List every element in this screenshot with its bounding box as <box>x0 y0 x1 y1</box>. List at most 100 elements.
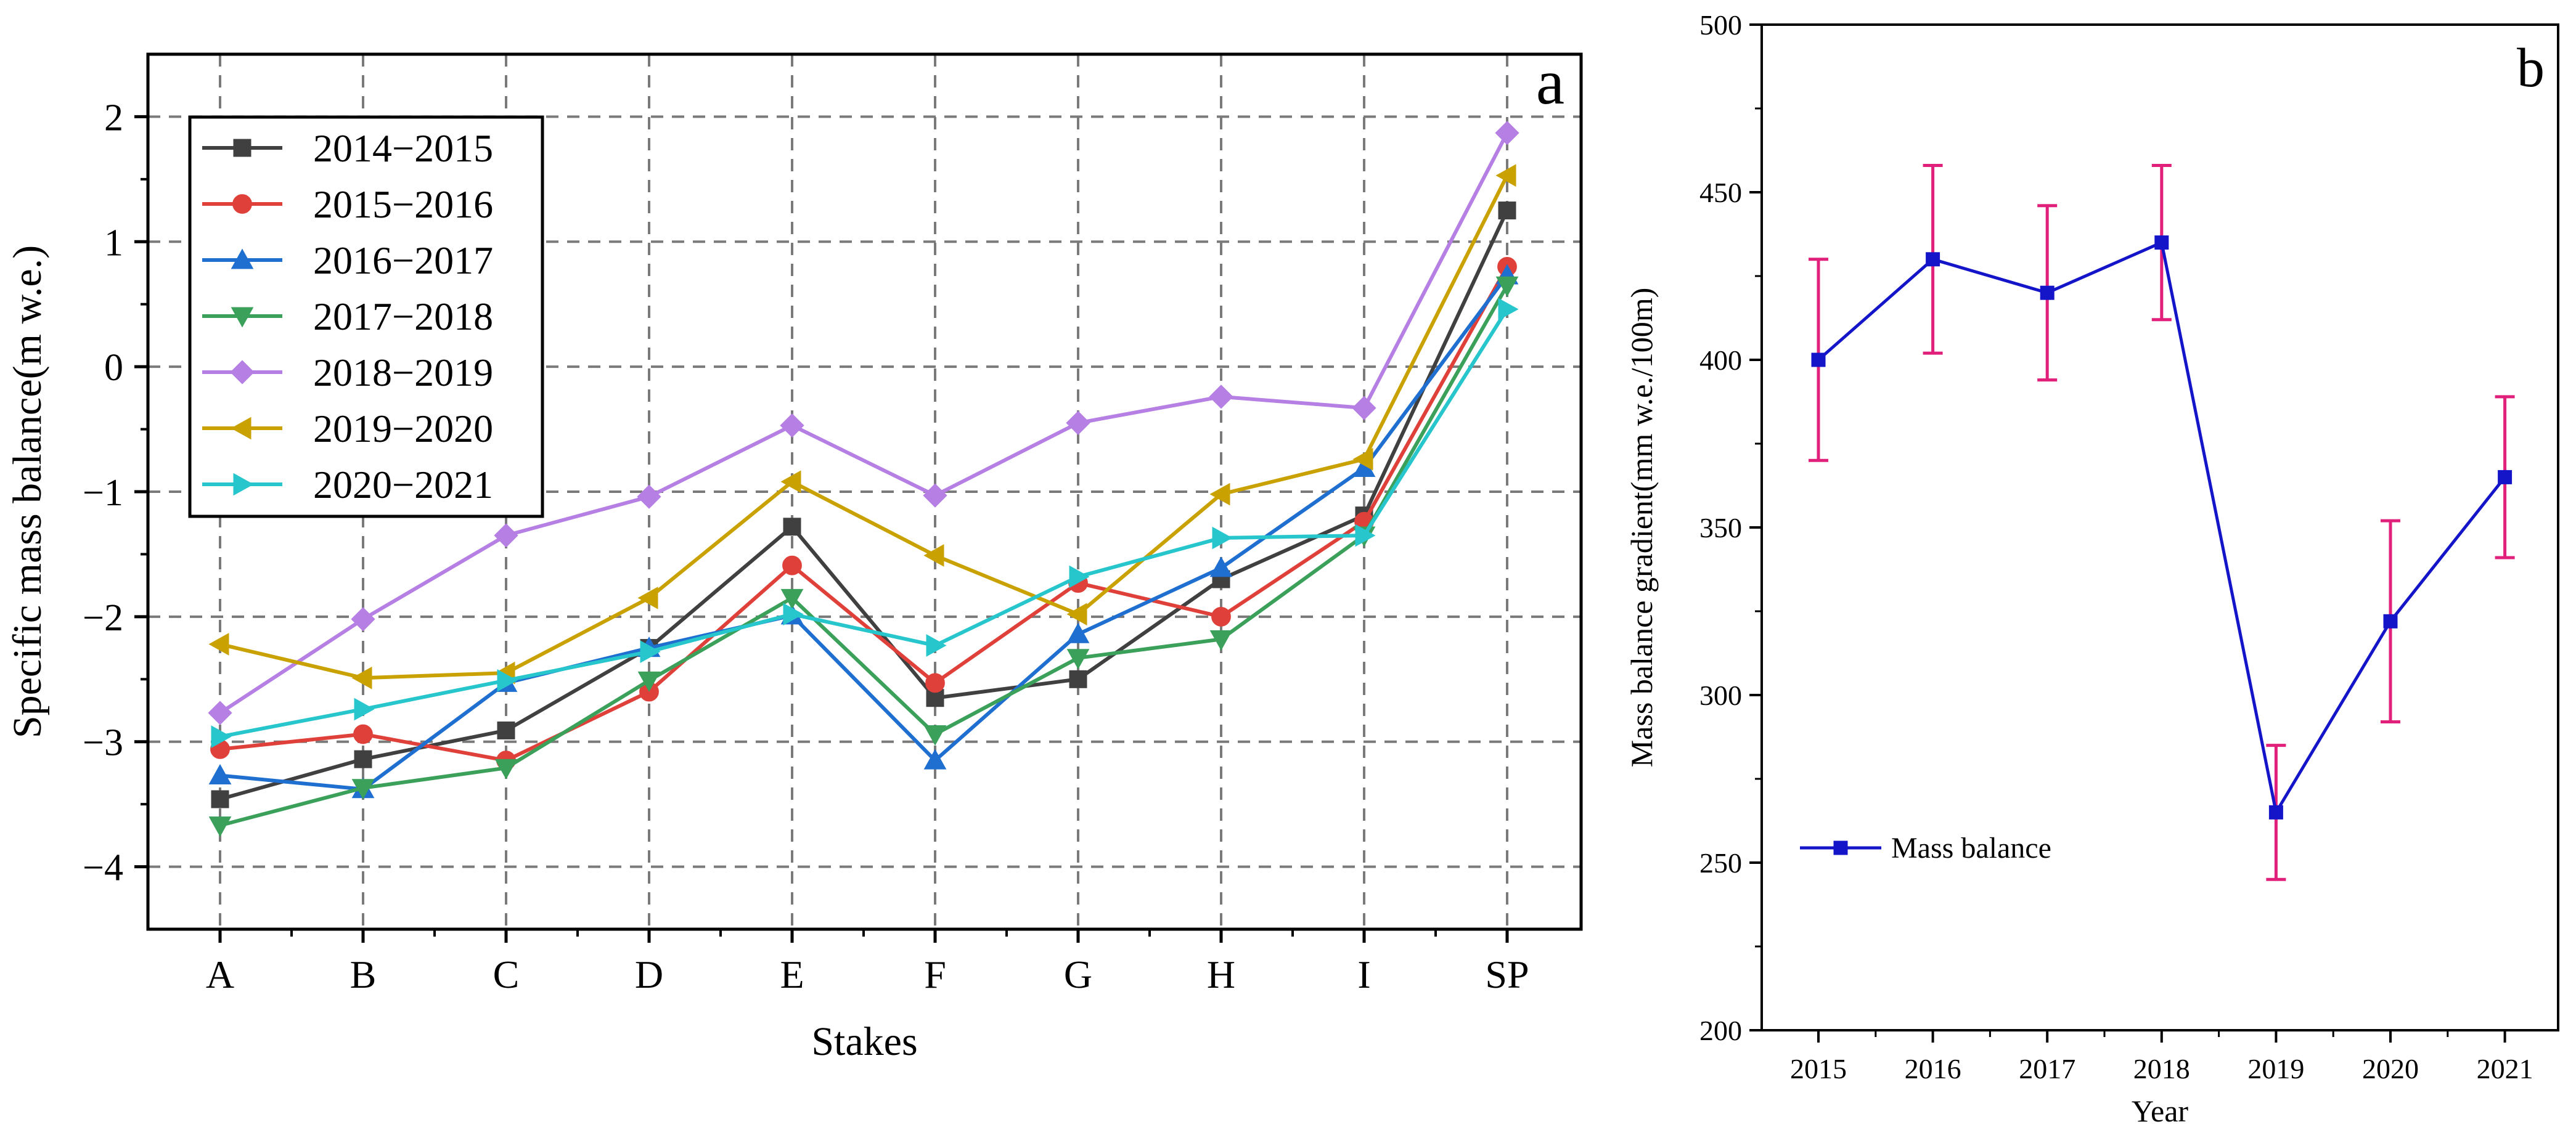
data-point <box>1066 603 1087 626</box>
legend-label: 2017−2018 <box>313 295 493 338</box>
data-point <box>780 413 804 438</box>
data-point <box>2040 285 2055 300</box>
data-point <box>1498 298 1519 321</box>
legend-label: 2015−2016 <box>313 182 493 226</box>
plot-frame <box>1760 23 2559 1031</box>
data-point <box>1211 606 1231 627</box>
x-tick-label: B <box>350 953 377 996</box>
legend-label: 2020−2021 <box>313 463 493 506</box>
legend-marker <box>231 417 251 440</box>
data-point <box>923 544 944 567</box>
x-tick-label: H <box>1207 953 1235 996</box>
data-point <box>1209 556 1233 577</box>
data-point <box>494 523 518 548</box>
data-point <box>351 666 372 690</box>
y-tick-label: 250 <box>1699 847 1742 879</box>
data-point <box>925 673 945 693</box>
y-axis-title: Specific mass balance(m w.e.) <box>5 245 50 738</box>
legend-label: 2016−2017 <box>313 238 493 282</box>
data-point <box>1495 276 1519 297</box>
y-tick-label: 350 <box>1699 512 1742 543</box>
data-point <box>2268 805 2283 820</box>
y-tick-label: −4 <box>83 847 123 889</box>
data-point <box>497 721 515 739</box>
x-axis-title: Stakes <box>811 1019 917 1064</box>
series-line <box>219 274 1509 791</box>
y-tick-label: 200 <box>1699 1015 1742 1046</box>
series-Mass balance <box>1809 163 2515 881</box>
series-line <box>219 132 1509 715</box>
legend-marker <box>1833 840 1848 855</box>
data-point <box>1355 524 1376 547</box>
series-line <box>219 174 1509 680</box>
data-point <box>1212 526 1233 550</box>
x-tick-label: G <box>1064 953 1092 996</box>
panel-a-chart: −4 −3 −2 −1 0 1 2 A B C D E F G H I SP Stakes Specific mas… <box>5 47 1583 1064</box>
series-2015−2016 <box>210 256 1517 771</box>
x-tick-label: 2019 <box>2247 1053 2304 1084</box>
panel-label: b <box>2517 38 2545 99</box>
data-point <box>1926 252 1940 267</box>
series-line <box>1817 241 2506 814</box>
data-point <box>1066 649 1090 670</box>
data-point <box>353 724 373 744</box>
y-tick-label: 450 <box>1699 177 1742 208</box>
y-tick-label: 400 <box>1699 344 1742 376</box>
data-point <box>1209 630 1233 651</box>
data-point <box>211 790 229 808</box>
data-point <box>637 671 661 692</box>
legend-marker <box>232 194 252 214</box>
data-point <box>1066 622 1090 643</box>
series-line <box>219 266 1509 763</box>
data-point <box>208 763 232 784</box>
series-line <box>219 210 1509 801</box>
data-point <box>354 698 375 721</box>
y-axis-title: Mass balance gradient(mm w.e./100m) <box>1624 288 1659 767</box>
data-point <box>351 779 375 800</box>
data-point <box>211 725 232 748</box>
x-tick-label: I <box>1357 953 1370 996</box>
series-2019−2020 <box>208 164 1516 690</box>
data-point <box>1209 384 1233 409</box>
legend-marker <box>233 473 254 496</box>
x-axis-title: Year <box>2132 1094 2188 1128</box>
data-point <box>208 816 232 837</box>
series-2018−2019 <box>208 121 1519 725</box>
data-point <box>926 634 947 657</box>
data-point <box>923 749 947 770</box>
series-line <box>219 308 1509 739</box>
data-point <box>1209 482 1230 506</box>
legend-marker <box>231 248 254 269</box>
data-point <box>640 640 661 664</box>
data-point <box>2154 235 2169 250</box>
data-point <box>1495 164 1516 187</box>
data-point <box>780 588 804 609</box>
x-tick-label: 2015 <box>1790 1053 1847 1084</box>
data-point <box>780 470 801 494</box>
data-point <box>1811 352 1826 367</box>
y-tick-label: 1 <box>104 222 123 264</box>
x-tick-label: 2020 <box>2362 1053 2419 1084</box>
data-point <box>1066 410 1090 436</box>
data-point <box>208 701 232 725</box>
y-tick-label: −1 <box>83 472 123 514</box>
legend-label: 2014−2015 <box>313 126 493 170</box>
x-tick-label: D <box>635 953 663 996</box>
data-point <box>637 587 658 609</box>
data-point <box>1495 121 1519 145</box>
y-tick-label: 300 <box>1699 680 1742 711</box>
x-tick-label: 2021 <box>2477 1053 2533 1084</box>
x-tick-label: C <box>493 953 520 996</box>
data-point <box>1352 447 1373 471</box>
legend-marker <box>231 307 254 328</box>
x-tick-label: 2018 <box>2133 1053 2190 1084</box>
y-tick-label: −2 <box>83 597 123 639</box>
y-tick-label: 2 <box>104 97 123 139</box>
data-point <box>1498 201 1516 220</box>
data-point <box>782 555 802 576</box>
series-2020−2021 <box>211 298 1519 748</box>
data-point <box>1069 670 1087 688</box>
data-point <box>354 750 372 768</box>
data-point <box>2383 614 2398 629</box>
